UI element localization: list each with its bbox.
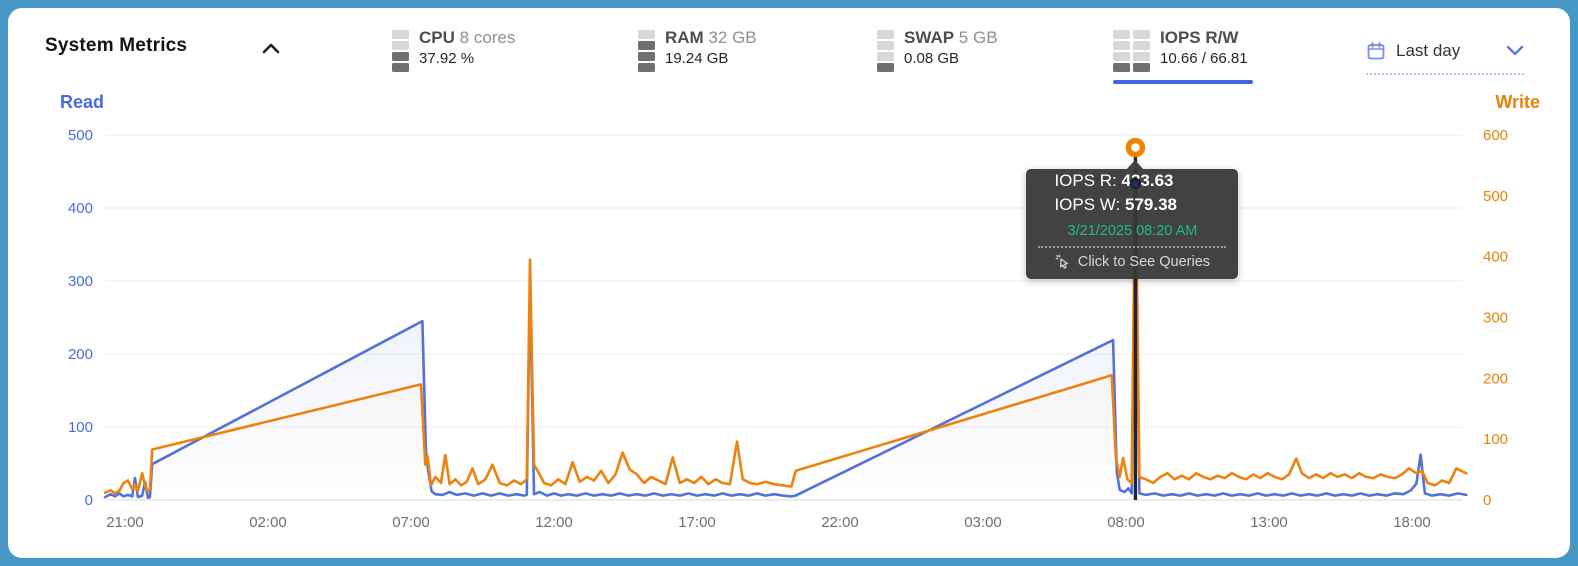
svg-text:0: 0 bbox=[1483, 492, 1491, 509]
svg-text:02:00: 02:00 bbox=[249, 514, 287, 531]
iops-gauge-icon bbox=[1113, 30, 1150, 72]
see-queries-button[interactable]: Click to See Queries bbox=[1026, 248, 1238, 279]
tooltip-datetime: 3/21/2025 08:20 AM bbox=[1067, 222, 1198, 239]
calendar-icon bbox=[1367, 42, 1385, 60]
svg-text:300: 300 bbox=[68, 273, 93, 290]
metric-value: 37.92 % bbox=[419, 50, 475, 67]
metric-sublabel: 8 cores bbox=[459, 28, 516, 47]
write-axis-title: Write bbox=[1495, 92, 1540, 112]
time-range-value: Last day bbox=[1396, 41, 1461, 60]
svg-text:500: 500 bbox=[68, 127, 93, 144]
metric-label: CPU bbox=[419, 28, 455, 47]
svg-text:13:00: 13:00 bbox=[1250, 514, 1288, 531]
metric-value: 10.66 / 66.81 bbox=[1160, 50, 1248, 67]
metric-label: IOPS R/W bbox=[1160, 28, 1239, 47]
svg-text:18:00: 18:00 bbox=[1393, 514, 1431, 531]
collapse-panel-button[interactable] bbox=[260, 41, 282, 59]
read-point-marker bbox=[1129, 177, 1141, 189]
svg-text:21:00: 21:00 bbox=[106, 514, 144, 531]
svg-text:07:00: 07:00 bbox=[392, 514, 430, 531]
svg-text:200: 200 bbox=[68, 346, 93, 363]
metric-iops-rw[interactable]: IOPS R/W 10.66 / 66.81 bbox=[1113, 28, 1253, 84]
iops-line-chart[interactable]: 0 100 200 300 400 500 0 100 200 300 400 500 600 21:00… bbox=[8, 8, 1570, 558]
chevron-down-icon bbox=[1506, 45, 1524, 56]
svg-text:400: 400 bbox=[1483, 249, 1508, 266]
svg-text:200: 200 bbox=[1483, 370, 1508, 387]
metric-value: 0.08 GB bbox=[904, 50, 960, 67]
svg-text:22:00: 22:00 bbox=[821, 514, 859, 531]
svg-text:12:00: 12:00 bbox=[535, 514, 573, 531]
cpu-gauge-icon bbox=[392, 30, 409, 72]
active-indicator bbox=[1113, 80, 1253, 84]
panel-title: System Metrics bbox=[45, 35, 188, 56]
system-metrics-panel: System Metrics CPU 8 cores 37.92 % RAM 3… bbox=[8, 8, 1570, 558]
svg-text:500: 500 bbox=[1483, 188, 1508, 205]
metric-ram[interactable]: RAM 32 GB 19.24 GB bbox=[638, 28, 757, 72]
click-cursor-icon bbox=[1055, 254, 1068, 269]
metric-swap[interactable]: SWAP 5 GB 0.08 GB bbox=[877, 28, 998, 72]
metric-sublabel: 32 GB bbox=[708, 28, 757, 47]
svg-text:400: 400 bbox=[68, 200, 93, 217]
metric-cpu[interactable]: CPU 8 cores 37.92 % bbox=[392, 28, 515, 72]
tooltip-arrow bbox=[1126, 159, 1145, 170]
swap-gauge-icon bbox=[877, 30, 894, 72]
chevron-up-icon bbox=[262, 43, 280, 53]
svg-text:03:00: 03:00 bbox=[964, 514, 1002, 531]
svg-text:600: 600 bbox=[1483, 127, 1508, 144]
time-range-picker[interactable]: Last day bbox=[1366, 33, 1524, 75]
svg-text:0: 0 bbox=[85, 492, 93, 509]
svg-text:100: 100 bbox=[1483, 431, 1508, 448]
tooltip-divider bbox=[1038, 245, 1227, 248]
metric-sublabel: 5 GB bbox=[958, 28, 998, 47]
svg-text:100: 100 bbox=[68, 419, 93, 436]
metric-label: RAM bbox=[665, 28, 704, 47]
ram-gauge-icon bbox=[638, 30, 655, 72]
tooltip-write-row: IOPS W: 579.38 bbox=[1054, 194, 1177, 214]
metric-label: SWAP bbox=[904, 28, 955, 47]
svg-text:17:00: 17:00 bbox=[678, 514, 716, 531]
metric-value: 19.24 GB bbox=[665, 50, 729, 67]
svg-text:300: 300 bbox=[1483, 310, 1508, 327]
read-axis-title: Read bbox=[60, 92, 105, 112]
svg-text:08:00: 08:00 bbox=[1107, 514, 1145, 531]
